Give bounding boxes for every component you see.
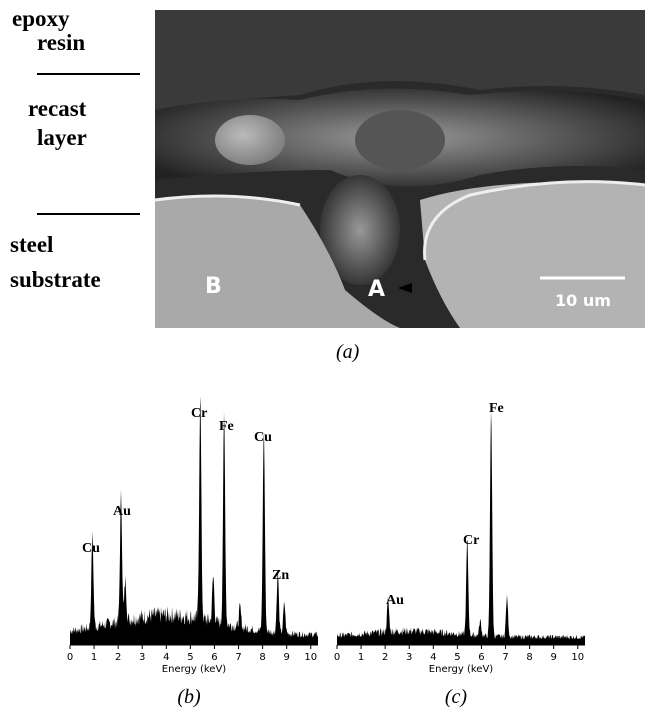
caption: (a) [336,341,360,363]
x-tick-label: 10 [571,652,584,663]
x-tick-label: 5 [454,652,460,663]
x-tick-label: 5 [187,652,193,663]
image-label: B [205,274,222,299]
x-tick-label: 6 [478,652,484,663]
x-tick-label: 10 [304,652,317,663]
peak-label: Cr [191,406,207,421]
peak-label: Cu [254,430,272,445]
x-tick-label: 9 [551,652,557,663]
x-tick-label: 1 [91,652,97,663]
x-tick-label: 2 [382,652,388,663]
x-tick-label: 2 [115,652,121,663]
x-tick-label: 7 [235,652,241,663]
layer-label: epoxy [12,6,70,31]
x-tick-label: 3 [406,652,412,663]
x-axis-label: Energy (keV) [429,664,494,675]
x-tick-label: 1 [358,652,364,663]
scale-label: 10 um [555,291,611,310]
peak-label: Fe [219,419,234,434]
x-tick-label: 9 [284,652,290,663]
x-tick-label: 8 [259,652,265,663]
x-tick-label: 3 [139,652,145,663]
x-tick-label: 4 [163,652,169,663]
x-tick-label: 8 [526,652,532,663]
x-tick-label: 6 [211,652,217,663]
caption: (c) [445,686,468,708]
layer-label: recast [28,96,87,121]
x-tick-label: 4 [430,652,436,663]
x-tick-label: 0 [67,652,73,663]
layer-label: substrate [10,267,101,292]
figure: epoxy resin recast layer steel substrate… [0,0,646,714]
peak-label: Cu [82,541,100,556]
peak-label: Au [113,504,131,519]
spectrum [337,411,585,646]
x-tick-label: 0 [334,652,340,663]
caption: (b) [177,686,201,708]
x-axis-label: Energy (keV) [162,664,227,675]
image-label: A [368,277,385,302]
layer-label: steel [10,232,53,257]
x-tick-label: 7 [502,652,508,663]
peak-label: Cr [463,533,479,548]
sem-image: B A 10 um [155,10,645,328]
layer-label: layer [37,125,87,150]
peak-label: Zn [272,568,289,583]
peak-label: Au [386,593,404,608]
spectrum [70,396,318,645]
peak-label: Fe [489,401,504,416]
layer-label: resin [37,30,85,55]
